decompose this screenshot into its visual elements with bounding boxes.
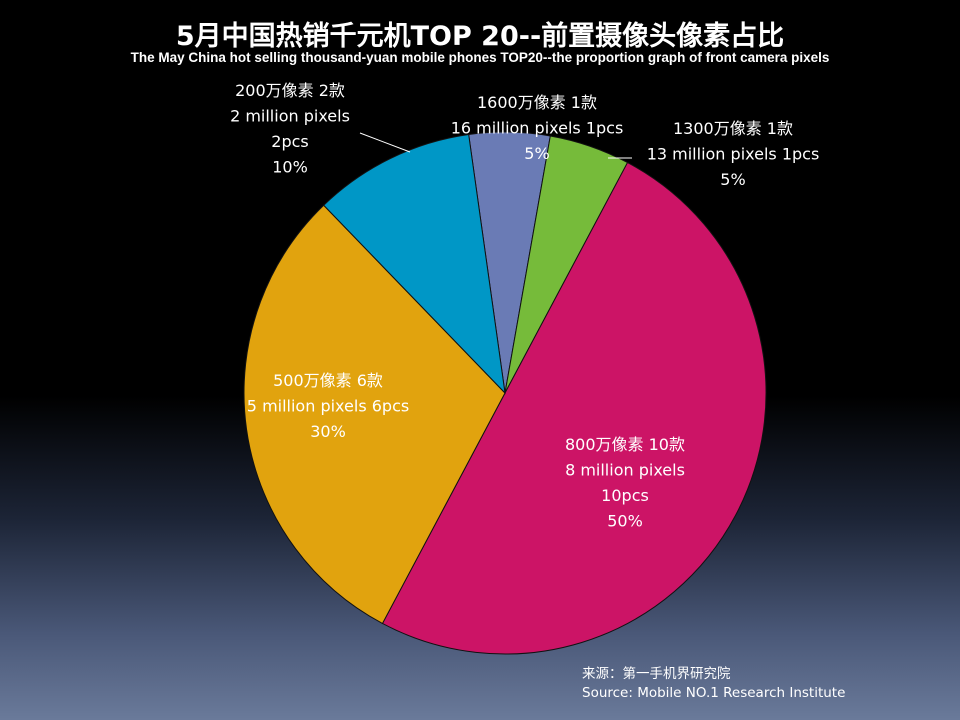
source-cn: 来源：第一手机界研究院 — [582, 666, 731, 682]
slice-label-line: 8 million pixels — [565, 461, 685, 480]
slice-label-line: 5% — [720, 170, 745, 189]
pie-slice-5mp — [243, 204, 506, 625]
slice-label-line: 16 million pixels 1pcs — [451, 119, 624, 138]
slice-label-line: 2 million pixels — [230, 107, 350, 126]
source-note: 来源：第一手机界研究院 Source: Mobile NO.1 Research… — [582, 665, 845, 703]
slice-label-16mp: 1600万像素 1款 16 million pixels 1pcs 5% — [451, 93, 624, 163]
slice-label-line: 800万像素 10款 — [565, 435, 685, 454]
slice-label-2mp: 200万像素 2款 2 million pixels 2pcs 10% — [230, 81, 350, 177]
slice-label-line: 5 million pixels 6pcs — [247, 397, 409, 416]
slice-label-line: 10% — [272, 158, 308, 177]
slice-label-line: 10pcs — [601, 486, 649, 505]
slice-label-line: 30% — [310, 422, 346, 441]
slice-label-line: 2pcs — [271, 132, 308, 151]
chart-subtitle: The May China hot selling thousand-yuan … — [130, 50, 830, 65]
leader-line-2mp — [359, 132, 411, 153]
chart-title: 5月中国热销千元机TOP 20--前置摄像头像素占比 — [175, 21, 785, 52]
slice-label-5mp: 500万像素 6款 5 million pixels 6pcs 30% — [247, 371, 409, 441]
pie-slice-8mp — [381, 161, 767, 655]
slice-label-line: 1300万像素 1款 — [673, 119, 793, 138]
slice-label-line: 50% — [607, 512, 643, 531]
slice-label-line: 1600万像素 1款 — [477, 93, 597, 112]
slice-label-13mp: 1300万像素 1款 13 million pixels 1pcs 5% — [647, 119, 820, 189]
slice-label-line: 5% — [524, 144, 549, 163]
slice-label-8mp: 800万像素 10款 8 million pixels 10pcs 50% — [565, 435, 685, 531]
source-en: Source: Mobile NO.1 Research Institute — [582, 685, 846, 701]
slice-label-line: 500万像素 6款 — [273, 371, 383, 390]
pie-slice-2mp — [322, 133, 506, 395]
slice-label-line: 13 million pixels 1pcs — [647, 145, 820, 164]
slice-label-line: 200万像素 2款 — [235, 81, 345, 100]
